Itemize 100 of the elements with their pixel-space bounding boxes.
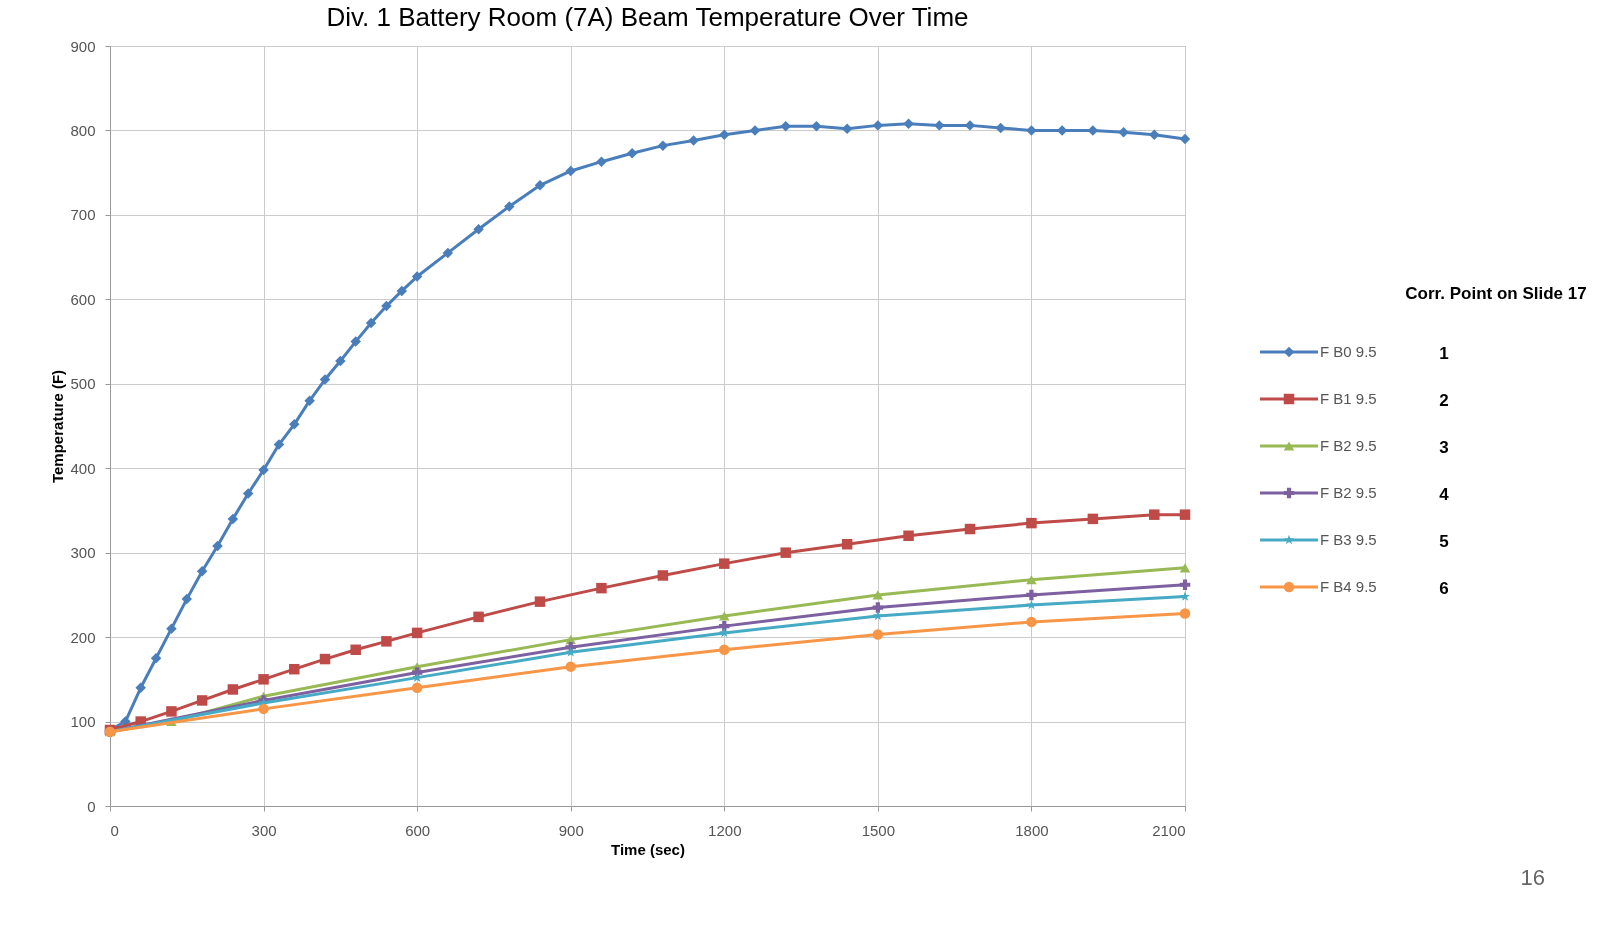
y-tick-label: 700: [70, 206, 96, 224]
y-tick-label: 500: [70, 375, 96, 393]
point: [995, 122, 1006, 134]
point: [1118, 126, 1129, 138]
point: [227, 684, 239, 695]
y-tick-label: 400: [70, 459, 96, 477]
point: [304, 395, 315, 406]
point: [319, 374, 331, 385]
point: [335, 355, 346, 367]
point: [1026, 517, 1037, 529]
point: [565, 165, 576, 177]
point: [565, 647, 576, 657]
point: [596, 156, 607, 167]
point: [872, 610, 883, 621]
x-tick-label: 1500: [861, 821, 896, 839]
legend-label: F B4 9.5: [1320, 578, 1377, 595]
point: [780, 120, 791, 132]
point: [411, 271, 423, 282]
point: [396, 285, 408, 297]
point: [534, 596, 546, 607]
legend-label: F B2 9.5: [1320, 437, 1377, 454]
point: [719, 558, 730, 569]
point: [841, 123, 853, 134]
point: [719, 644, 730, 656]
point: [1179, 579, 1191, 590]
legend-label: F B2 9.5: [1320, 484, 1377, 501]
point: [626, 148, 638, 159]
legend-title: Corr. Point on Slide 17: [1405, 284, 1587, 303]
point: [749, 125, 761, 136]
point: [1026, 599, 1037, 610]
x-tick-label: 2100: [1152, 821, 1186, 839]
point: [872, 590, 884, 600]
point: [596, 582, 607, 594]
point: [1149, 509, 1160, 520]
point: [196, 695, 208, 706]
point: [166, 706, 177, 717]
text: 1: [1439, 344, 1449, 363]
text: 5: [1439, 532, 1449, 551]
legend-label: F B0 9.5: [1320, 343, 1377, 360]
x-tick-label: 0: [110, 821, 119, 839]
point: [473, 611, 484, 623]
chart-title: Div. 1 Battery Room (7A) Beam Temperature Over Time: [326, 2, 969, 32]
point: [688, 135, 699, 146]
text: 3: [1439, 438, 1449, 457]
point: [381, 300, 392, 312]
x-axis-title: Time (sec): [611, 840, 685, 858]
point: [166, 623, 177, 634]
point: [1179, 608, 1191, 619]
point: [811, 120, 822, 132]
y-tick-label: 900: [70, 37, 96, 55]
point: [964, 523, 976, 535]
point: [319, 653, 331, 665]
point: [135, 682, 146, 694]
text: 2: [1439, 391, 1449, 410]
y-tick-label: 200: [70, 628, 96, 646]
y-tick-label: 100: [70, 713, 96, 731]
point: [289, 663, 300, 675]
point: [841, 538, 853, 550]
point: [258, 674, 269, 685]
point: [872, 602, 884, 613]
point: [872, 629, 884, 640]
point: [1087, 513, 1099, 525]
text: 4: [1439, 485, 1450, 504]
point: [719, 620, 730, 632]
y-axis-title: Temperature (F): [49, 369, 67, 484]
point: [1179, 563, 1191, 573]
point: [903, 118, 914, 129]
point: [1179, 133, 1191, 145]
y-tick-label: 800: [70, 121, 96, 139]
point: [227, 513, 239, 525]
x-tick-label: 1800: [1015, 821, 1049, 839]
point: [258, 703, 269, 715]
point: [1026, 616, 1037, 628]
point: [442, 247, 454, 259]
point: [273, 439, 285, 450]
point: [657, 570, 669, 581]
point: [150, 652, 162, 664]
x-tick-label: 900: [558, 821, 584, 839]
point: [365, 317, 377, 329]
point: [565, 661, 576, 672]
point: [534, 180, 546, 191]
point: [719, 611, 730, 621]
point: [212, 540, 223, 552]
point: [289, 419, 300, 430]
point: [411, 682, 423, 694]
point: [350, 644, 361, 656]
legend-label: F B1 9.5: [1320, 390, 1377, 407]
legend-label: F B3 9.5: [1320, 531, 1377, 548]
point: [1179, 509, 1191, 520]
point: [381, 636, 392, 647]
point: [657, 140, 669, 151]
point: [872, 120, 884, 131]
point: [473, 224, 484, 235]
point: [780, 547, 791, 558]
point: [504, 201, 515, 212]
point: [258, 464, 269, 476]
point: [1149, 129, 1160, 140]
point: [1026, 589, 1037, 601]
point: [1026, 575, 1037, 585]
point: [181, 593, 193, 605]
